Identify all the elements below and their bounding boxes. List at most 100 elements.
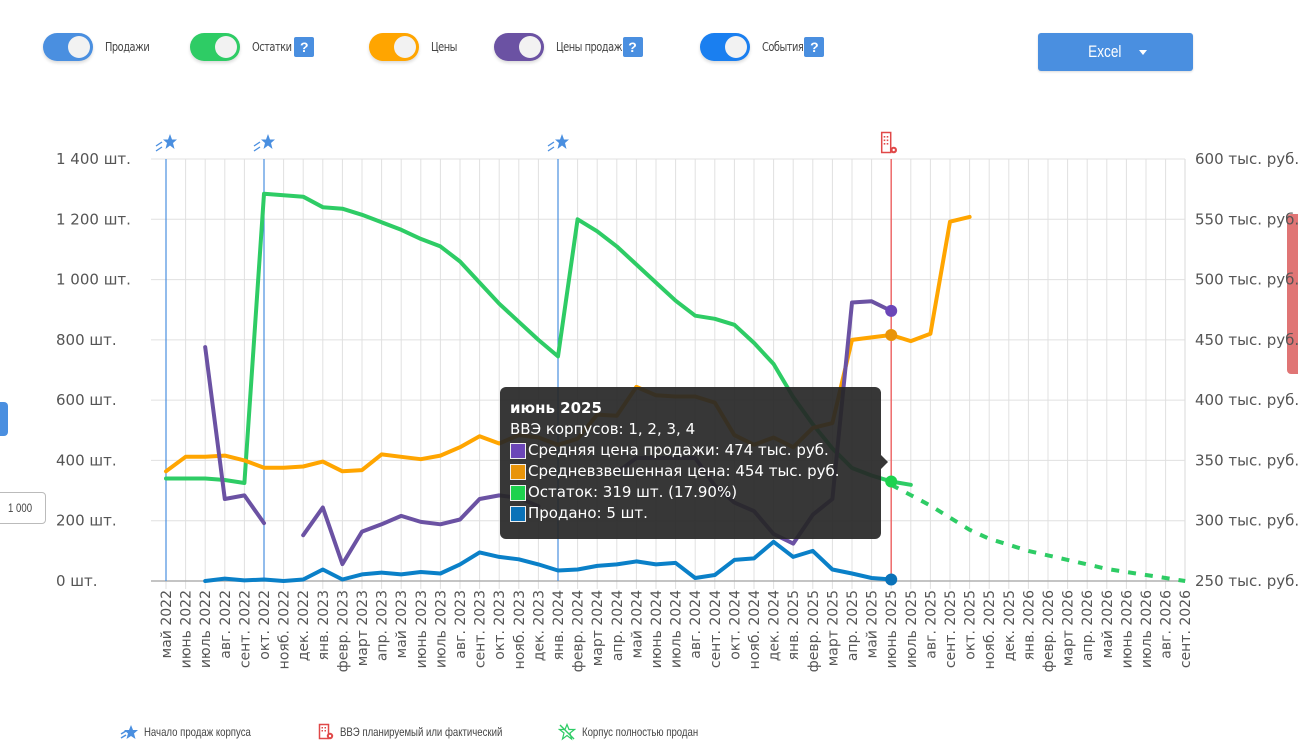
x-axis-tick-label: июль 2023 bbox=[433, 590, 449, 668]
tooltip-line: Средневзвешенная цена: 454 тыс. руб. bbox=[510, 461, 871, 482]
shooting-star-tail bbox=[253, 141, 261, 147]
series-line-остаток bbox=[164, 191, 913, 487]
sales-switch[interactable] bbox=[43, 33, 93, 61]
help-icon[interactable]: ? bbox=[294, 37, 315, 57]
left-axis-tick-label: 200 шт. bbox=[56, 512, 117, 530]
x-axis-tick-label: нояб. 2025 bbox=[982, 590, 998, 669]
x-axis-tick-label: март 2023 bbox=[355, 590, 371, 666]
x-axis-tick-label: сент. 2023 bbox=[473, 590, 489, 668]
x-axis-tick-label: май 2023 bbox=[394, 590, 410, 658]
toggle-events[interactable]: События ? bbox=[700, 32, 825, 62]
x-axis-tick-label: дек. 2022 bbox=[296, 590, 312, 661]
tooltip-text: Средневзвешенная цена: 454 тыс. руб. bbox=[528, 462, 840, 480]
legend-item-sold-out[interactable]: Корпус полностью продан bbox=[558, 723, 727, 741]
tooltip-line: Продано: 5 шт. bbox=[510, 503, 871, 524]
switch-knob bbox=[68, 36, 90, 58]
switch-knob bbox=[394, 36, 416, 58]
legend-label: ВВЭ планируемый или фактический bbox=[340, 725, 503, 739]
right-axis-tick-label: 250 тыс. руб. bbox=[1195, 572, 1298, 590]
data-point-marker bbox=[885, 329, 898, 342]
x-axis-tick-label: янв. 2024 bbox=[551, 590, 567, 660]
legend-item-sales-start[interactable]: Начало продаж корпуса bbox=[120, 724, 278, 740]
tooltip-subtitle: ВВЭ корпусов: 1, 2, 3, 4 bbox=[510, 420, 696, 438]
x-axis-tick-label: окт. 2025 bbox=[963, 590, 979, 660]
x-axis-tick-label: май 2024 bbox=[629, 590, 645, 658]
x-axis-tick-label: июль 2026 bbox=[1139, 590, 1155, 668]
building-window bbox=[886, 136, 889, 138]
x-axis-tick-label: сент. 2025 bbox=[943, 590, 959, 668]
x-axis-tick-label: сент. 2026 bbox=[1178, 590, 1194, 668]
right-axis-tick-label: 450 тыс. руб. bbox=[1195, 331, 1298, 349]
building-window bbox=[883, 139, 886, 142]
x-axis-tick-label: нояб. 2024 bbox=[747, 590, 763, 669]
x-axis-tick-label: март 2025 bbox=[825, 590, 841, 666]
x-axis-tick-label: март 2024 bbox=[590, 590, 606, 666]
toggle-sales[interactable]: Продажи bbox=[43, 32, 159, 62]
zoom-value: 1 000 bbox=[7, 501, 33, 515]
side-panel-tab[interactable] bbox=[0, 402, 8, 436]
right-axis-tick-label: 300 тыс. руб. bbox=[1195, 512, 1298, 530]
series-line-остаток-(прогноз) bbox=[890, 483, 1186, 583]
prices-switch[interactable] bbox=[369, 33, 419, 61]
switch-knob bbox=[519, 36, 541, 58]
left-axis-tick-label: 0 шт. bbox=[56, 572, 98, 590]
toggle-label: События bbox=[762, 40, 804, 54]
building-window bbox=[886, 143, 889, 145]
help-icon[interactable]: ? bbox=[622, 37, 643, 57]
stock-switch[interactable] bbox=[190, 33, 240, 61]
x-axis-tick-label: июнь 2026 bbox=[1119, 590, 1135, 668]
shooting-star-icon bbox=[261, 134, 275, 149]
shooting-star-icon bbox=[163, 134, 177, 149]
shooting-star-tail bbox=[547, 141, 555, 147]
swatch-icon bbox=[510, 505, 526, 522]
x-axis-tick-label: февр. 2023 bbox=[335, 590, 351, 672]
scroll-handle[interactable] bbox=[1287, 214, 1298, 374]
toggle-stock[interactable]: Остатки ? bbox=[190, 32, 315, 62]
x-axis-tick-label: июнь 2024 bbox=[649, 590, 665, 668]
sale-prices-switch[interactable] bbox=[494, 33, 544, 61]
toggle-label: Цены продаж bbox=[556, 40, 623, 54]
tooltip-line: Остаток: 319 шт. (17.90%) bbox=[510, 482, 871, 503]
building-window bbox=[886, 139, 889, 142]
building-window bbox=[883, 143, 886, 145]
shooting-star-tail bbox=[155, 146, 163, 152]
excel-export-button[interactable]: Excel bbox=[1038, 33, 1193, 71]
legend-item-commissioning[interactable]: ВВЭ планируемый или фактический bbox=[318, 723, 543, 741]
swatch-icon bbox=[510, 463, 526, 480]
left-axis-tick-label: 400 шт. bbox=[56, 451, 117, 469]
toggle-sale-prices[interactable]: Цены продаж ? bbox=[494, 32, 643, 62]
x-axis-tick-label: апр. 2024 bbox=[610, 590, 626, 661]
toolbar: Продажи Остатки ? Цены Цены продаж ? Соб… bbox=[0, 32, 1298, 71]
shooting-star-tail bbox=[155, 141, 163, 147]
switch-knob bbox=[725, 36, 747, 58]
tooltip-text: Остаток: 319 шт. (17.90%) bbox=[528, 483, 738, 501]
help-icon[interactable]: ? bbox=[804, 37, 825, 57]
x-axis-tick-label: окт. 2022 bbox=[257, 590, 273, 660]
x-axis-tick-label: июль 2022 bbox=[198, 590, 214, 668]
x-axis-tick-label: окт. 2024 bbox=[727, 590, 743, 660]
crossed-star-icon bbox=[558, 723, 576, 741]
x-axis-tick-label: июнь 2022 bbox=[179, 590, 195, 668]
tooltip-text: Средняя цена продажи: 474 тыс. руб. bbox=[528, 441, 829, 459]
toggle-prices[interactable]: Цены bbox=[369, 32, 463, 62]
left-axis-tick-label: 600 шт. bbox=[56, 391, 117, 409]
toggle-label: Продажи bbox=[105, 40, 150, 54]
x-axis-tick-label: апр. 2025 bbox=[845, 590, 861, 661]
shooting-star-icon bbox=[120, 725, 138, 739]
chart-tooltip: июнь 2025 ВВЭ корпусов: 1, 2, 3, 4 Средн… bbox=[500, 387, 888, 539]
zoom-value-input[interactable]: 1 000 bbox=[0, 492, 46, 524]
x-axis-tick-label: янв. 2025 bbox=[786, 590, 802, 660]
left-axis-tick-label: 800 шт. bbox=[56, 331, 117, 349]
x-axis-tick-label: июнь 2025 bbox=[884, 590, 900, 668]
shooting-star-icon bbox=[555, 134, 569, 149]
x-axis-tick-label: янв. 2026 bbox=[1021, 590, 1037, 660]
shooting-star-tail bbox=[253, 146, 261, 152]
data-point-marker bbox=[885, 475, 898, 488]
building-gear-icon bbox=[880, 131, 892, 154]
swatch-icon bbox=[510, 442, 526, 459]
x-axis-tick-label: май 2026 bbox=[1100, 590, 1116, 658]
x-axis-tick-label: апр. 2023 bbox=[375, 590, 391, 661]
events-switch[interactable] bbox=[700, 33, 750, 61]
left-axis-tick-label: 1 000 шт. bbox=[56, 271, 131, 289]
